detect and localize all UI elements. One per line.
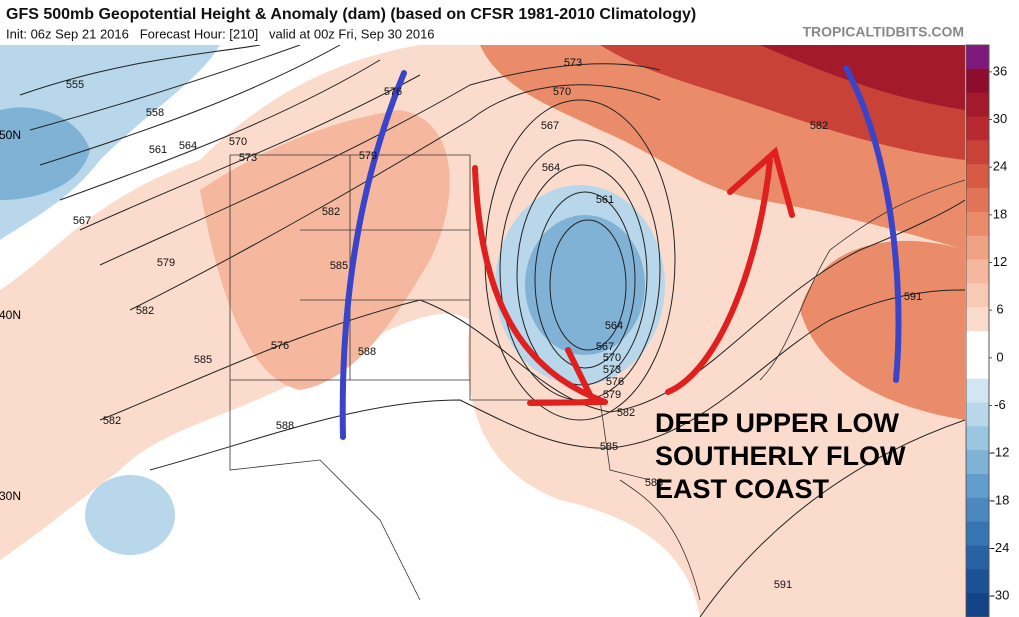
colorbar-segment	[966, 259, 989, 284]
contour-label: 561	[149, 144, 167, 156]
latitude-label: 30N	[0, 489, 21, 503]
colorbar-tick-label: -6	[994, 397, 1006, 412]
contour-label: 576	[271, 340, 289, 352]
site-name: TROPICALTIDBITS.COM	[802, 24, 964, 40]
colorbar-segment	[966, 331, 989, 356]
colorbar-frame	[965, 44, 990, 617]
colorbar-segment	[966, 497, 989, 523]
contour-label: 588	[276, 420, 294, 432]
contour-label: 579	[359, 150, 377, 162]
colorbar-segment	[966, 378, 989, 403]
contour-label: 573	[564, 57, 582, 69]
contour-label: 564	[542, 162, 560, 174]
contour-label: 585	[194, 354, 212, 366]
annotation-text: SOUTHERLY FLOW	[655, 441, 906, 471]
contour-label: 591	[904, 291, 922, 303]
contour-label: 576	[606, 376, 624, 388]
contour-label: 561	[596, 194, 614, 206]
contour-label: 567	[73, 215, 91, 227]
colorbar-segment	[966, 68, 989, 94]
contour-label: 567	[541, 120, 559, 132]
latitude-label: 40N	[0, 308, 21, 322]
contour-label: 573	[603, 364, 621, 376]
colorbar-segment	[966, 92, 989, 117]
contour-label: 585	[600, 441, 618, 453]
colorbar-segment	[966, 545, 989, 570]
colorbar-segment	[966, 402, 989, 427]
colorbar-tick-label: 36	[993, 63, 1007, 78]
contour-label: 582	[103, 415, 121, 427]
colorbar-segment	[966, 283, 989, 308]
colorbar-tick-label: -24	[991, 540, 1010, 555]
contour-label: 579	[603, 389, 621, 401]
contour-label: 570	[229, 136, 247, 148]
colorbar-segment	[966, 211, 989, 237]
colorbar-tick-label: 6	[996, 302, 1003, 317]
contour-label: 564	[605, 320, 623, 332]
anomaly-cold	[0, 107, 90, 200]
colorbar-tick-label: 24	[993, 159, 1007, 174]
contour-label: 582	[136, 305, 154, 317]
colorbar-tick-label: -18	[991, 492, 1010, 507]
annotation-text: EAST COAST	[655, 474, 830, 504]
colorbar-segment	[966, 307, 989, 332]
annotation-arrows	[339, 65, 902, 440]
colorbar-segment	[966, 521, 989, 546]
subtitle: Init: 06z Sep 21 2016 Forecast Hour: [21…	[6, 26, 435, 41]
contour-label: 582	[810, 120, 828, 132]
annotation-text: DEEP UPPER LOW	[655, 408, 900, 438]
colorbar-tick-label: 12	[993, 254, 1007, 269]
contour-label: 564	[179, 140, 197, 152]
contour-label: 576	[384, 86, 402, 98]
title: GFS 500mb Geopotential Height & Anomaly …	[6, 6, 696, 23]
colorbar-segment	[966, 426, 989, 451]
anomaly-warm	[200, 110, 450, 390]
contour-label: 582	[322, 206, 340, 218]
latitude-label: 50N	[0, 128, 21, 142]
contour-label: 579	[157, 257, 175, 269]
contour-label: 582	[617, 407, 635, 419]
colorbar-tick-label: -30	[991, 588, 1010, 603]
anomaly-cold	[525, 215, 645, 355]
colorbar-tick-label: 0	[996, 349, 1003, 364]
contour-label: 588	[645, 477, 663, 489]
contour-label: 558	[146, 107, 164, 119]
contour-label: 591	[774, 579, 792, 591]
contour-label: 585	[330, 260, 348, 272]
colorbar-segment	[966, 45, 989, 70]
colorbar-tick-label: 18	[993, 206, 1007, 221]
colorbar-tick-label: 30	[993, 111, 1007, 126]
contour-label: 567	[596, 341, 614, 353]
anomaly-cold	[85, 475, 175, 555]
contour-label: 588	[358, 346, 376, 358]
contour-label: 555	[66, 79, 84, 91]
colorbar-segment	[966, 116, 989, 141]
anomaly-warm	[760, 45, 965, 110]
colorbar-segment	[966, 354, 989, 380]
colorbar-segment	[966, 235, 989, 260]
anomaly-warm	[800, 240, 965, 420]
colorbar-segment	[966, 164, 989, 189]
colorbar-segment	[966, 140, 989, 165]
colorbar-segment	[966, 593, 989, 617]
colorbar-tick-label: -12	[991, 445, 1010, 460]
colorbar-segment	[966, 188, 989, 213]
contour-label: 570	[553, 86, 571, 98]
contour-label: 570	[603, 352, 621, 364]
colorbar-segment	[966, 474, 989, 499]
colorbar-segment	[966, 569, 989, 594]
contour-label: 573	[239, 152, 257, 164]
colorbar-segment	[966, 450, 989, 475]
